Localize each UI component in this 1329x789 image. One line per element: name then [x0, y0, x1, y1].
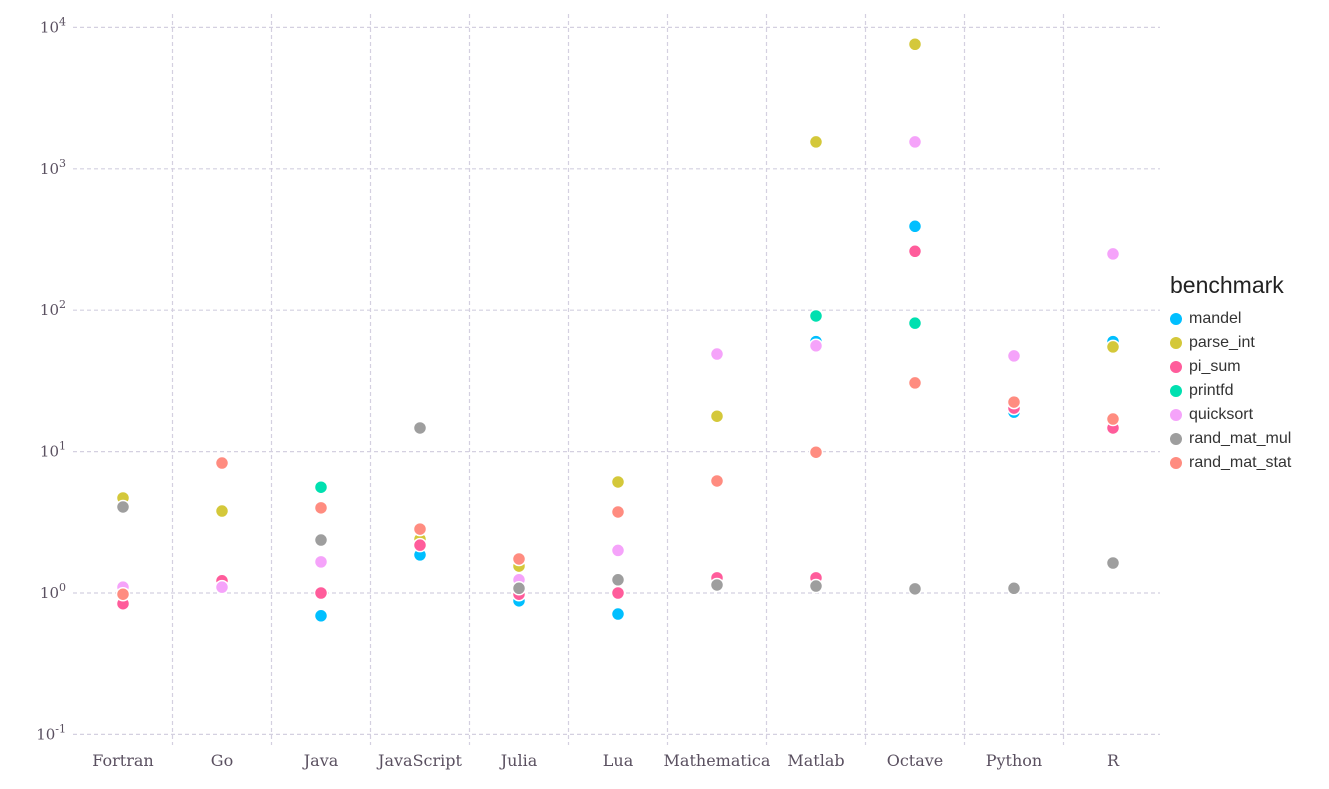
- legend-item-quicksort: quicksort: [1170, 403, 1291, 427]
- y-tick-label: 101: [40, 440, 66, 461]
- point-pi_sum-octave: [907, 244, 923, 259]
- legend-dot-icon: [1170, 361, 1182, 373]
- x-tick-label: JavaScript: [376, 751, 462, 770]
- legend-dot-icon: [1170, 457, 1182, 469]
- legend-item-rand_mat_mul: rand_mat_mul: [1170, 427, 1291, 451]
- point-parse_int-lua: [610, 474, 626, 490]
- x-tick-label: Matlab: [787, 751, 844, 770]
- point-rand_mat_stat-fortran: [115, 586, 131, 602]
- point-rand_mat_stat-javascript: [412, 521, 428, 537]
- point-mandel-java: [313, 608, 329, 624]
- legend-label: printfd: [1189, 382, 1234, 399]
- point-rand_mat_stat-go: [214, 455, 230, 471]
- point-rand_mat_stat-lua: [610, 504, 626, 520]
- point-mandel-lua: [610, 606, 626, 622]
- point-rand_mat_mul-r: [1105, 555, 1121, 571]
- legend-dot-icon: [1170, 433, 1182, 445]
- point-mandel-octave: [907, 219, 923, 234]
- point-parse_int-octave: [907, 37, 923, 52]
- point-quicksort-octave: [907, 134, 923, 150]
- y-axis: 104 103 102 101 100 10-1: [36, 15, 66, 743]
- point-rand_mat_mul-lua: [610, 572, 626, 588]
- legend-dot-icon: [1170, 409, 1182, 421]
- x-tick-label: Go: [211, 751, 233, 770]
- x-tick-label: Java: [302, 751, 339, 770]
- x-tick-label: Python: [986, 751, 1042, 770]
- y-tick-label: 100: [40, 581, 66, 602]
- point-rand_mat_stat-julia: [511, 551, 527, 567]
- x-tick-label: Julia: [499, 751, 538, 770]
- point-rand_mat_stat-matlab: [808, 444, 824, 460]
- y-tick-label: 104: [40, 15, 66, 36]
- x-tick-label: R: [1107, 751, 1120, 770]
- point-rand_mat_mul-octave: [907, 581, 923, 597]
- legend-label: rand_mat_mul: [1189, 430, 1292, 447]
- point-rand_mat_stat-octave: [907, 375, 923, 391]
- point-quicksort-matlab: [808, 338, 824, 354]
- point-pi_sum-lua: [610, 585, 626, 601]
- point-rand_mat_mul-python: [1006, 581, 1022, 596]
- x-tick-label: Lua: [603, 751, 634, 770]
- point-parse_int-go: [214, 503, 230, 519]
- point-pi_sum-java: [313, 585, 329, 601]
- point-quicksort-go: [214, 579, 230, 595]
- legend-item-parse_int: parse_int: [1170, 331, 1291, 355]
- point-rand_mat_mul-javascript: [412, 420, 428, 436]
- point-quicksort-lua: [610, 543, 626, 558]
- point-printfd-java: [313, 479, 329, 495]
- legend-dot-icon: [1170, 385, 1182, 397]
- point-rand_mat_mul-julia: [511, 581, 527, 596]
- point-quicksort-mathematica: [709, 346, 725, 362]
- point-rand_mat_mul-java: [313, 532, 329, 548]
- point-quicksort-r: [1105, 246, 1121, 262]
- legend-dot-icon: [1170, 313, 1182, 325]
- point-printfd-octave: [907, 315, 923, 331]
- y-tick-label: 102: [40, 298, 66, 319]
- legend-label: rand_mat_stat: [1189, 454, 1292, 471]
- data-points: [115, 37, 1121, 624]
- x-axis: Fortran Go Java JavaScript Julia Lua Mathemati…: [92, 751, 1120, 770]
- point-parse_int-r: [1105, 339, 1121, 355]
- y-tick-label: 10-1: [36, 722, 66, 743]
- point-rand_mat_stat-java: [313, 500, 329, 516]
- point-rand_mat_stat-r: [1105, 411, 1121, 427]
- legend-label: quicksort: [1189, 406, 1254, 423]
- point-parse_int-mathematica: [709, 408, 725, 424]
- x-tick-label: Fortran: [92, 751, 153, 770]
- point-quicksort-java: [313, 554, 329, 570]
- point-rand_mat_mul-mathematica: [709, 577, 725, 593]
- point-rand_mat_mul-matlab: [808, 578, 824, 594]
- legend-title: benchmark: [1170, 272, 1284, 298]
- legend-label: mandel: [1189, 310, 1242, 327]
- grid-lines: [73, 14, 1160, 745]
- point-quicksort-python: [1006, 348, 1022, 364]
- point-pi_sum-javascript: [412, 537, 428, 553]
- y-tick-label: 103: [40, 157, 66, 178]
- legend-item-rand_mat_stat: rand_mat_stat: [1170, 451, 1291, 475]
- legend-label: parse_int: [1189, 334, 1255, 351]
- point-rand_mat_mul-fortran: [115, 499, 131, 515]
- legend-item-pi_sum: pi_sum: [1170, 355, 1291, 379]
- x-tick-label: Octave: [887, 751, 944, 770]
- x-tick-label: Mathematica: [664, 751, 771, 770]
- point-printfd-matlab: [808, 308, 824, 324]
- point-rand_mat_stat-python: [1006, 394, 1022, 410]
- legend-item-printfd: printfd: [1170, 379, 1291, 403]
- legend-item-mandel: mandel: [1170, 307, 1291, 331]
- legend-dot-icon: [1170, 337, 1182, 349]
- point-parse_int-matlab: [808, 134, 824, 150]
- legend-label: pi_sum: [1189, 358, 1241, 375]
- point-rand_mat_stat-mathematica: [709, 473, 725, 489]
- benchmark-scatter-chart: 104 103 102 101 100 10-1 Fortran Go Java JavaScr…: [36, 14, 1160, 770]
